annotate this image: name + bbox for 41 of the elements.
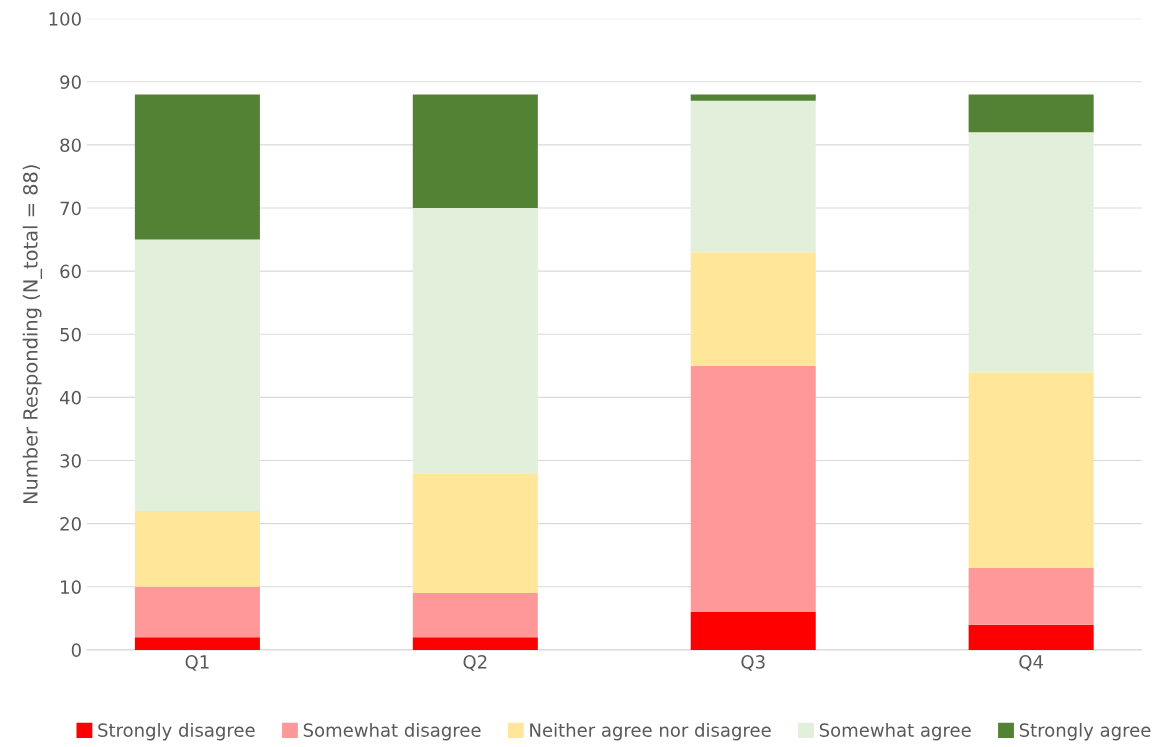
- bar: [968, 372, 1094, 568]
- y-tick-label: 70: [60, 201, 81, 216]
- y-axis-title: Number Responding (N_total = 88): [22, 165, 43, 504]
- bar: [968, 567, 1094, 625]
- y-tick-label: 80: [60, 138, 81, 153]
- x-tick-label: Q3: [741, 655, 765, 671]
- bar: [690, 365, 816, 613]
- legend-label: Somewhat agree: [819, 722, 971, 741]
- y-tick-label: 100: [49, 12, 81, 26]
- legend-label: Somewhat disagree: [303, 722, 481, 741]
- bar: [134, 637, 260, 650]
- bar: [968, 94, 1094, 133]
- x-tick-label: Q4: [1019, 655, 1043, 671]
- y-tick-label: 40: [59, 390, 81, 405]
- bar: [968, 624, 1094, 650]
- bar: [412, 637, 538, 650]
- legend-label: Neither agree nor disagree: [530, 722, 771, 741]
- bar: [134, 511, 260, 587]
- bar: [412, 94, 538, 209]
- bar: [412, 208, 538, 474]
- bar: [134, 586, 260, 638]
- y-tick-label: 10: [61, 580, 81, 594]
- legend-label: Strongly agree: [1019, 722, 1151, 741]
- x-tick-label: Q2: [463, 655, 487, 671]
- y-tick-label: 60: [60, 264, 81, 279]
- bar: [134, 239, 260, 512]
- bar: [690, 100, 816, 253]
- y-tick-label: 50: [60, 327, 81, 342]
- y-tick-label: 20: [60, 517, 81, 531]
- y-tick-label: 0: [71, 643, 81, 658]
- bar: [690, 252, 816, 366]
- bar: [134, 94, 260, 240]
- y-tick-label: 90: [60, 75, 81, 89]
- y-tick-label: 30: [60, 453, 81, 468]
- bar: [690, 94, 816, 101]
- legend-label: Strongly disagree: [98, 722, 255, 741]
- x-tick-label: Q1: [185, 655, 209, 671]
- bar: [968, 132, 1094, 373]
- bar: [690, 612, 816, 650]
- bar: [412, 473, 538, 594]
- bar: [412, 593, 538, 638]
